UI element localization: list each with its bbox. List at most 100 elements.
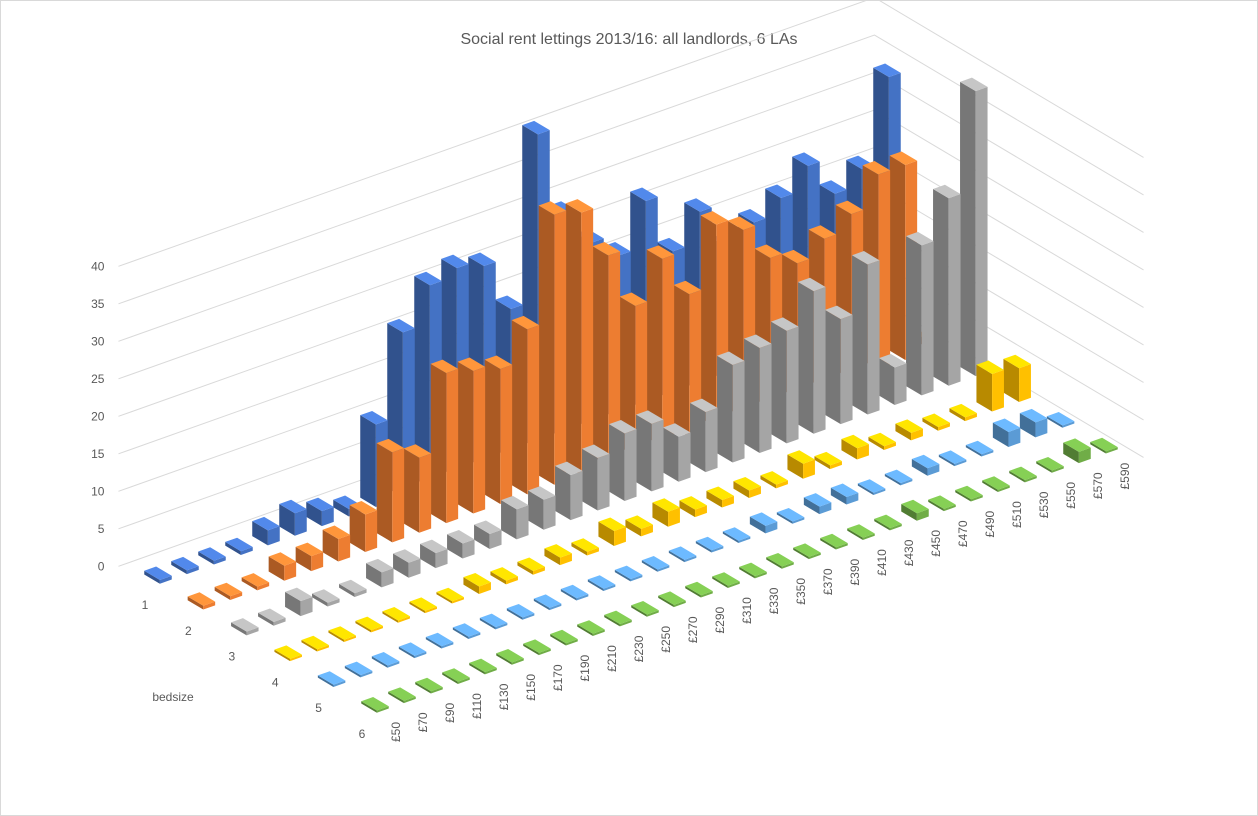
bar-top	[469, 658, 497, 673]
bar-top	[225, 537, 253, 552]
bar	[604, 610, 632, 627]
bar	[523, 639, 551, 656]
bar-top	[685, 581, 713, 596]
bar-top	[565, 199, 594, 213]
bar-front	[943, 504, 956, 512]
bar-side	[403, 448, 420, 533]
bar-front	[732, 360, 745, 463]
bar-side	[538, 205, 555, 485]
bar-side	[889, 155, 906, 360]
bar-top	[933, 184, 961, 199]
bar-top	[1003, 354, 1031, 369]
bar	[668, 546, 697, 563]
bar-side	[474, 524, 490, 549]
bar-front	[246, 627, 259, 636]
bar-front	[203, 601, 216, 610]
bar	[403, 444, 432, 533]
bar-front	[381, 568, 394, 588]
bar-front	[543, 495, 556, 530]
bar	[803, 493, 832, 515]
bar-side	[317, 675, 334, 687]
bar	[279, 499, 307, 536]
bar-top	[965, 440, 994, 455]
bar-side	[442, 672, 458, 684]
bar-front	[889, 523, 902, 531]
y-tick-label: 40	[91, 259, 105, 273]
bar-front	[506, 576, 518, 585]
bar	[285, 587, 313, 617]
bar-front	[300, 596, 313, 617]
bar	[787, 450, 815, 479]
bar	[982, 476, 1010, 492]
bar-front	[662, 254, 675, 447]
x-tick-label: £310	[740, 597, 754, 624]
bar-top	[614, 565, 643, 580]
bar-side	[469, 662, 485, 675]
bar-front	[921, 241, 934, 396]
bar	[663, 423, 691, 482]
bar-front	[900, 478, 913, 486]
bar-top	[760, 471, 788, 485]
bar-top	[814, 451, 842, 466]
bar-top	[371, 651, 400, 666]
bar-side	[884, 473, 901, 486]
bar-side	[744, 338, 760, 453]
bar-front	[608, 251, 621, 466]
bar-front	[954, 459, 967, 467]
bar-side	[960, 81, 976, 377]
bar-front	[603, 584, 616, 591]
bar-top	[776, 507, 805, 522]
bar-front	[403, 696, 416, 704]
bar-front	[257, 582, 270, 591]
bar-front	[657, 565, 670, 572]
bar	[965, 440, 994, 457]
bar-front	[500, 364, 513, 504]
bar	[425, 632, 454, 649]
bar-front	[317, 645, 329, 652]
bar-side	[430, 363, 447, 524]
bar-side	[279, 503, 295, 536]
bar	[544, 544, 572, 566]
bar-side	[922, 417, 939, 431]
bar	[733, 476, 761, 498]
bar-top	[387, 318, 415, 333]
bar-side	[382, 611, 399, 623]
bar-top	[274, 645, 302, 659]
bar	[447, 530, 475, 559]
bar-side	[587, 579, 604, 591]
bar-side	[760, 475, 777, 489]
bar-top	[484, 355, 513, 369]
series-label: 3	[228, 650, 235, 664]
bar-side	[452, 627, 469, 639]
bar-front	[1062, 421, 1075, 428]
bar-front	[311, 551, 324, 572]
bar	[474, 520, 502, 549]
bar-top	[803, 493, 832, 507]
bar-side	[609, 424, 625, 501]
bar-side	[652, 502, 669, 527]
bar-side	[371, 656, 388, 668]
bar-side	[592, 246, 609, 466]
bar-front	[360, 670, 373, 678]
bar	[771, 317, 799, 444]
bar-top	[366, 558, 394, 573]
bar	[760, 471, 788, 489]
bar-top	[841, 434, 869, 449]
bar-side	[198, 551, 214, 565]
bar-front	[425, 606, 437, 614]
bar	[679, 496, 707, 518]
bar	[144, 566, 172, 584]
x-tick-label: £350	[794, 578, 808, 605]
bar-top	[442, 668, 470, 682]
bar-side	[1009, 470, 1025, 483]
bar-side	[641, 560, 658, 572]
bar-side	[322, 529, 339, 562]
bar-top	[382, 606, 410, 621]
bar-side	[360, 415, 376, 507]
bar-side	[695, 541, 712, 553]
series-label: 4	[272, 675, 279, 689]
bar-front	[776, 480, 788, 489]
bar	[415, 677, 443, 694]
bar-front	[894, 363, 907, 405]
bar-side	[868, 436, 885, 450]
